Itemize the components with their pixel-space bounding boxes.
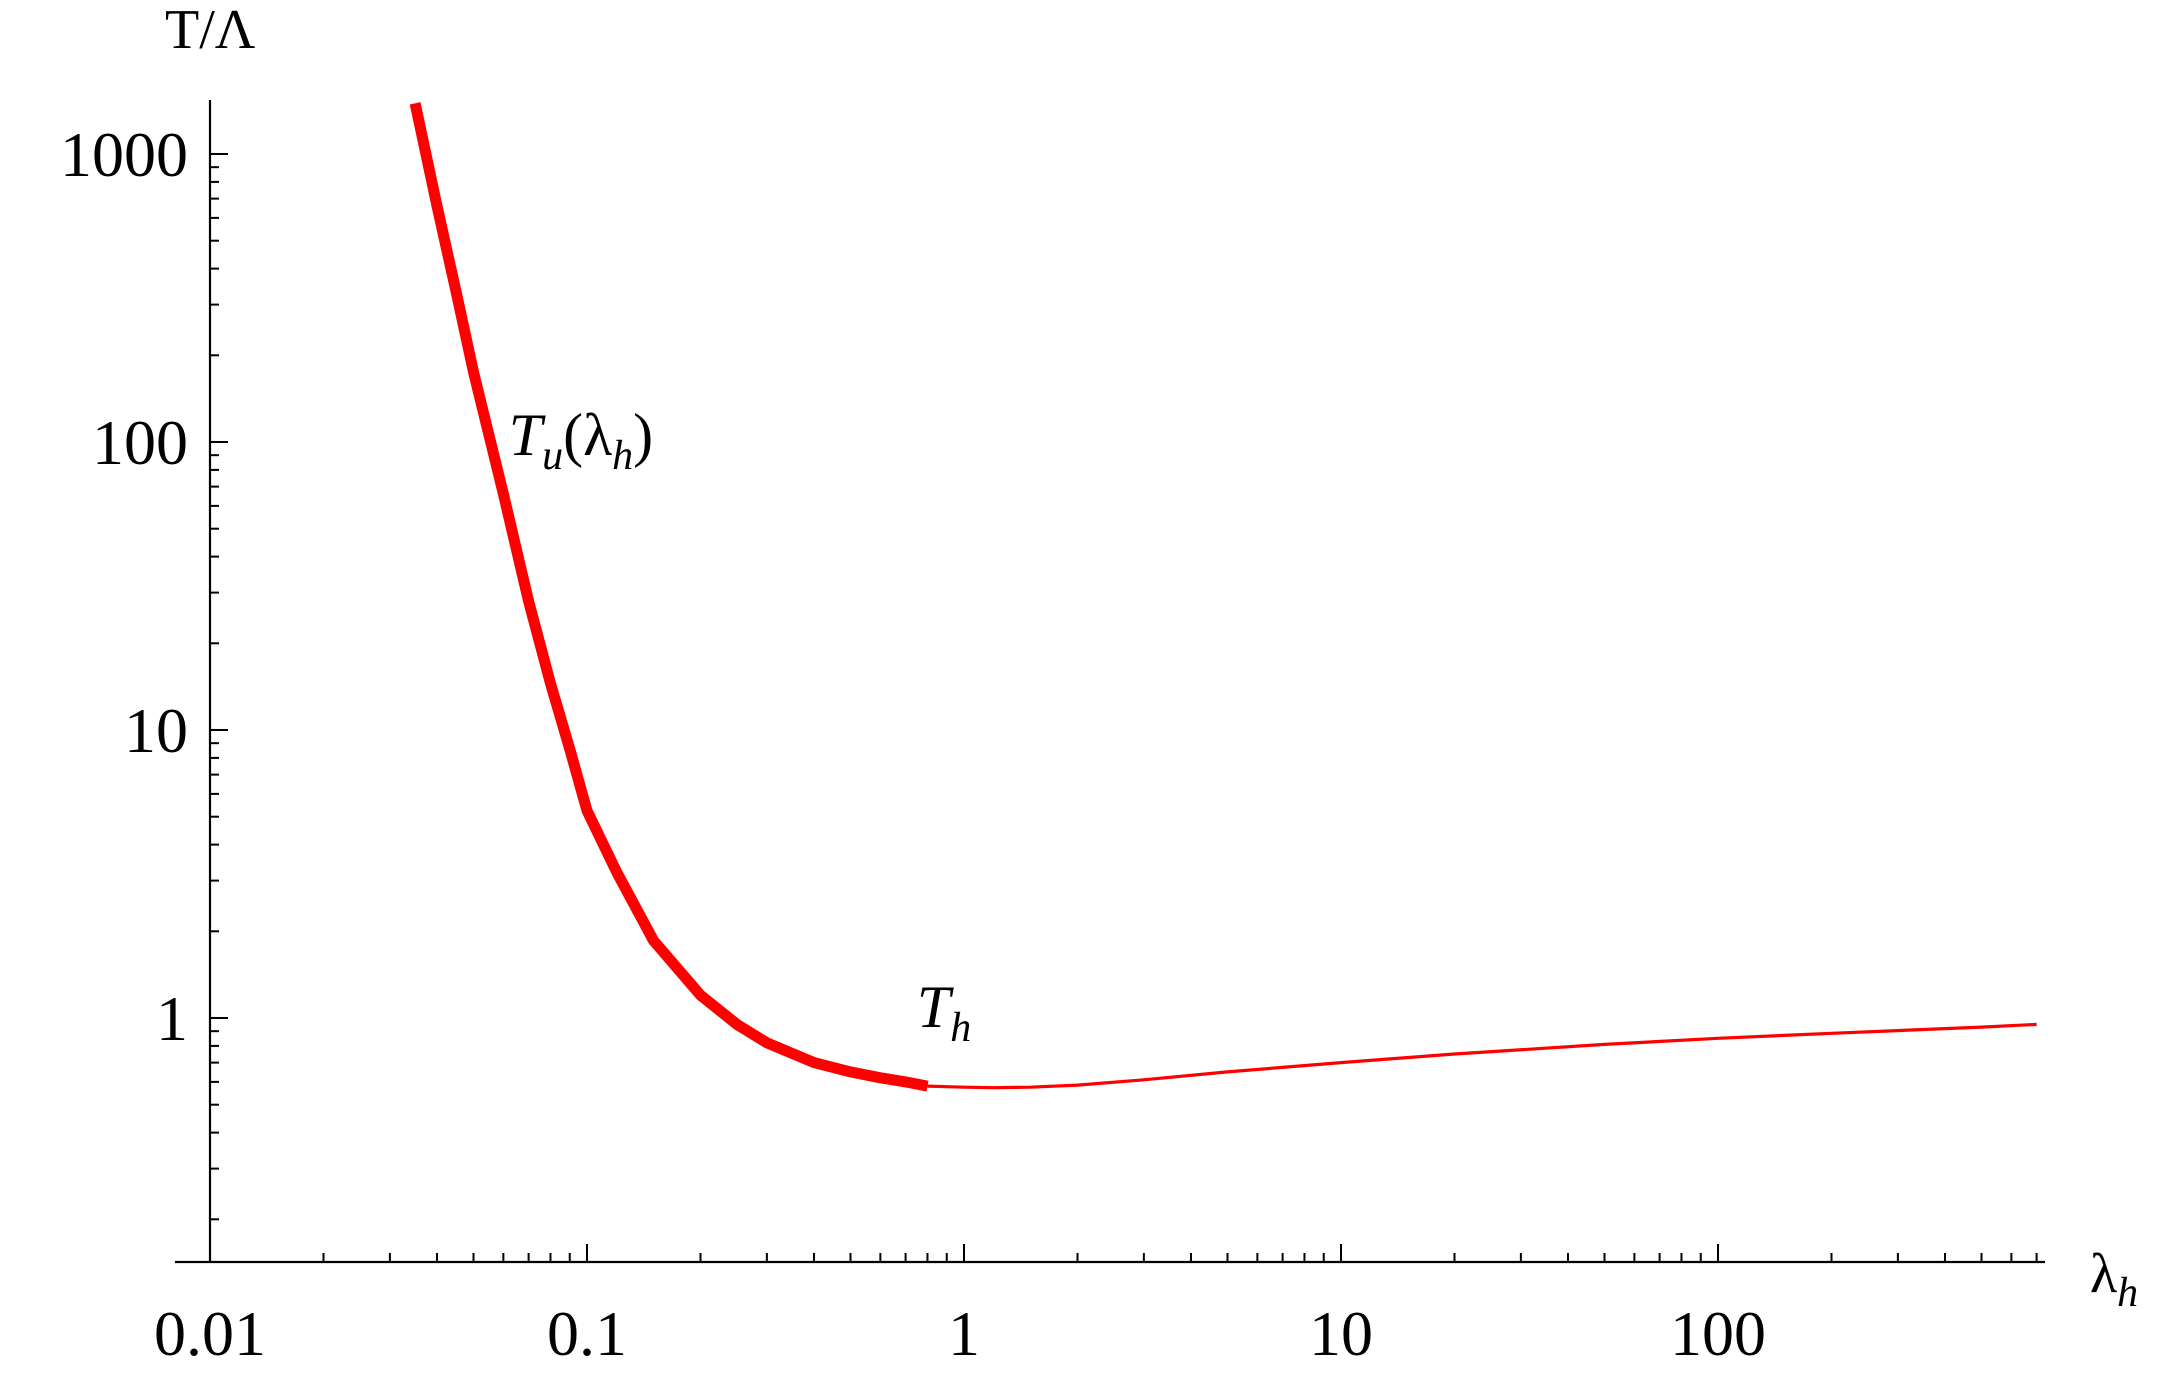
annotation-tu-close: ) <box>633 402 653 468</box>
y-tick-label: 1 <box>156 983 188 1054</box>
x-axis-label: λh <box>2090 1243 2138 1316</box>
x-tick-label: 10 <box>1309 1298 1373 1369</box>
x-tick-label: 100 <box>1670 1298 1766 1369</box>
series <box>409 102 2037 1092</box>
x-tick-label: 0.1 <box>547 1298 627 1369</box>
series-line-thick <box>409 102 929 1092</box>
x-axis-label-sub: h <box>2117 1270 2138 1316</box>
tick-labels: 0.01 0.1 1 10 100 1 10 100 1000 <box>60 119 1766 1369</box>
ticks <box>209 153 2038 1262</box>
annotation-tu-main: T <box>509 402 546 468</box>
axes <box>175 100 2045 1264</box>
x-axis-label-main: λ <box>2090 1243 2117 1305</box>
annotation-tu-paren: (λ <box>563 402 612 468</box>
series-line-thin <box>927 1022 2037 1090</box>
annotation-tu-sub: u <box>542 433 563 479</box>
annotation-th-main: T <box>917 974 954 1040</box>
y-axis-label: T/Λ <box>165 0 256 61</box>
y-tick-label: 10 <box>124 695 188 766</box>
y-tick-label: 100 <box>92 407 188 478</box>
x-tick-label: 1 <box>948 1298 980 1369</box>
annotation-tu: Tu(λh) <box>509 402 653 479</box>
annotation-th-sub: h <box>950 1005 971 1051</box>
annotation-th: Th <box>917 974 971 1051</box>
annotation-tu-lambda-sub: h <box>612 433 633 479</box>
y-tick-label: 1000 <box>60 119 188 190</box>
x-tick-label: 0.01 <box>154 1298 266 1369</box>
